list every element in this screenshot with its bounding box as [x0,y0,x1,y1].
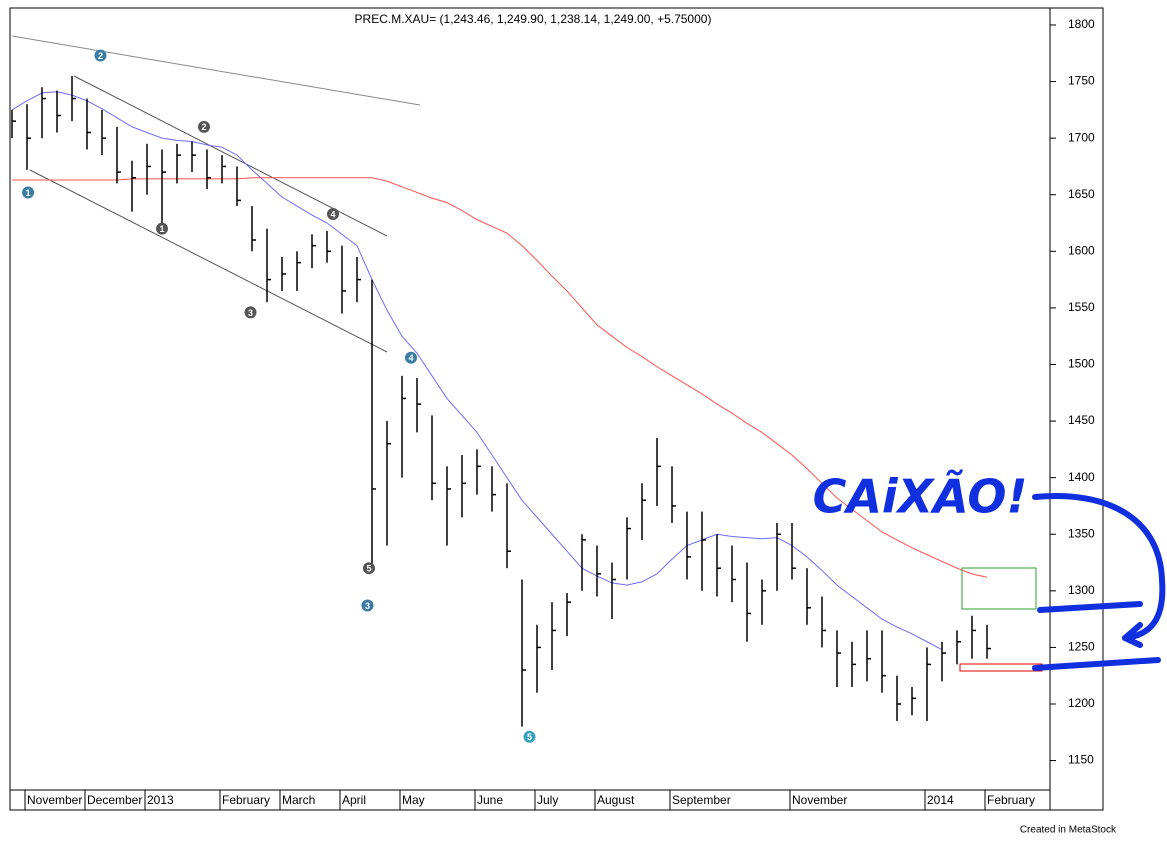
x-tick-label: August [597,793,635,807]
wave-label: 5 [366,564,371,574]
wave-label: 3 [365,601,370,611]
arrow-head [1122,622,1143,648]
x-tick-label: December [87,793,142,807]
y-tick-label: 1650 [1068,187,1095,201]
wave-marker [22,186,35,199]
wave-marker [523,730,536,743]
trend-line [29,169,388,353]
wave-label: 1 [26,188,31,198]
wave-label: 4 [330,209,335,219]
wave-marker [363,562,375,575]
y-tick-label: 1250 [1068,640,1095,654]
wave-marker [327,207,339,220]
hand-arrows [1032,493,1166,671]
y-tick-label: 1550 [1068,300,1095,314]
moving-average [12,177,988,578]
wave-label: 5 [527,732,532,742]
x-tick-label: March [282,793,315,807]
chart-title: PREC.M.XAU= (1,243.46, 1,249.90, 1,238.1… [355,12,712,26]
y-tick-label: 1600 [1068,243,1095,257]
wave-marker [361,599,374,612]
arrow-curve [1032,493,1166,641]
handwritten-note: CAiXÃO! [813,470,1028,524]
x-tick-label: April [342,793,366,807]
wave-marker [244,306,257,319]
x-tick-label: November [792,793,847,807]
y-tick-label: 1450 [1068,413,1095,427]
target-box [961,567,1037,610]
y-tick-label: 1200 [1068,696,1095,710]
wave-label: 4 [408,353,413,363]
support-box [959,663,1043,672]
x-tick-label: September [672,793,731,807]
y-tick-label: 1750 [1068,74,1095,88]
x-tick-label: February [222,793,270,807]
wave-label: 2 [98,51,103,61]
y-tick-label: 1500 [1068,357,1095,371]
y-tick-label: 1350 [1068,526,1095,540]
wave-label: 3 [248,308,253,318]
wave-marker [405,351,417,364]
x-tick-label: May [402,793,425,807]
x-tick-label: 2014 [927,793,954,807]
wave-marker [156,222,168,235]
frame [9,7,1104,811]
y-tick-label: 1300 [1068,583,1095,597]
y-tick-label: 1400 [1068,470,1095,484]
wave-label: 2 [201,122,206,132]
x-tick-label: June [477,793,503,807]
x-tick-label: 2013 [147,793,174,807]
wave-label: 1 [159,224,164,234]
trend-line [73,75,388,237]
x-tick-label: July [537,793,558,807]
y-tick-label: 1800 [1068,17,1095,31]
footer: Created in MetaStock [1020,825,1117,836]
trend-line [11,35,421,106]
marks: 1150 1200 1250 1300 1350 1400 1450 1500 1550 1600… [11,17,1095,810]
y-tick-label: 1700 [1068,130,1095,144]
wave-marker [198,120,210,133]
hand-line [1037,601,1143,613]
wave-marker [94,49,107,62]
y-tick-label: 1150 [1068,753,1094,767]
x-tick-label: February [987,793,1035,807]
hand-line [1032,657,1161,671]
moving-average [11,91,943,651]
trend-lines [11,35,421,353]
x-tick-label: November [27,793,82,807]
